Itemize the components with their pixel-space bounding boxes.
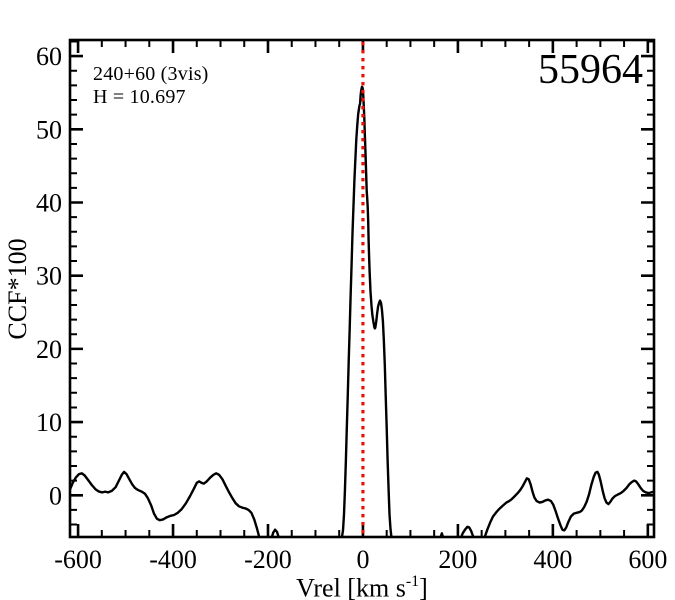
hmag-label: H = 10.697: [93, 86, 186, 108]
y-axis-title: CCF*100: [3, 238, 32, 340]
y-tick-label: 30: [36, 262, 62, 291]
x-tick-label: 0: [356, 545, 369, 574]
y-tick-label: 40: [36, 188, 62, 217]
x-tick-label: -600: [54, 545, 102, 574]
x-tick-label: -200: [244, 545, 292, 574]
y-tick-label: 60: [36, 42, 62, 71]
x-axis-title-suffix: ]: [419, 573, 428, 600]
x-tick-label: -400: [149, 545, 197, 574]
plot-frame: [68, 38, 656, 539]
x-tick-label: 400: [533, 545, 572, 574]
ccf-curve: [70, 85, 654, 537]
x-tick-label: 600: [628, 545, 667, 574]
x-tick-label: 200: [438, 545, 477, 574]
y-tick-label: 10: [36, 408, 62, 437]
x-axis-title-text: Vrel [km s: [296, 573, 406, 600]
annotation-block: 240+60 (3vis) H = 10.697: [93, 63, 209, 109]
y-tick-label: 20: [36, 335, 62, 364]
x-axis-title-superscript: -1: [405, 573, 420, 590]
aperture-label: 240+60 (3vis): [93, 63, 209, 85]
x-axis-title: Vrel [km s-1]: [70, 569, 654, 600]
y-tick-label: 0: [49, 481, 62, 510]
y-tick-label: 50: [36, 115, 62, 144]
mjd-label: 55964: [538, 47, 643, 93]
